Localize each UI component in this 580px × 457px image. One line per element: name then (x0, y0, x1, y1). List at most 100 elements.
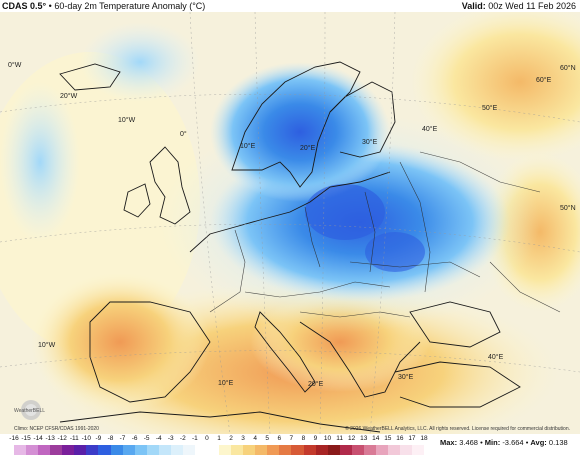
colorbar-tick-label: -1 (191, 435, 198, 442)
colorbar-swatch (339, 445, 352, 455)
colorbar-swatch (219, 445, 232, 455)
meridian-line (254, 12, 271, 434)
italy-coast (254, 311, 316, 393)
product-title: 60-day 2m Temperature Anomaly (°C) (54, 1, 206, 11)
colorbar-tick-label: -7 (119, 435, 126, 442)
logo-text: WeatherBELL (14, 408, 45, 414)
country-borders (209, 151, 561, 318)
colorbar-tick-label: 6 (277, 435, 282, 442)
graticule (0, 12, 580, 434)
colorbar-swatch (363, 445, 376, 455)
parallel-line (0, 223, 580, 253)
colorbar-tick-label: -10 (81, 435, 92, 442)
weatherbell-logo: WeatherBELL (14, 400, 45, 420)
iberia-coast (89, 301, 211, 403)
graticule-label: 10°E (240, 142, 256, 150)
meridian-line (369, 12, 396, 434)
graticule-label: 50°N (560, 204, 576, 212)
colorbar-tick-label: 11 (336, 435, 343, 442)
graticule-label: 40°E (488, 353, 504, 361)
graticule-label: 0°W (8, 61, 22, 69)
graticule-label: 60°N (560, 64, 576, 72)
colorbar-tick-label: -3 (167, 435, 174, 442)
colorbar-swatch (14, 445, 27, 455)
colorbar-swatch (243, 445, 256, 455)
colorbar-tick-label: -16 (9, 435, 19, 442)
graticule-label: 10°E (218, 379, 234, 387)
coastlines (59, 61, 521, 433)
colorbar-tick-label: 8 (301, 435, 306, 442)
colorbar-tick-label: 14 (372, 435, 380, 442)
avg-label: Avg: (530, 438, 547, 447)
map-title: CDAS 0.5° • 60-day 2m Temperature Anomal… (2, 0, 205, 12)
colorbar-swatch (170, 445, 183, 455)
map-header: CDAS 0.5° • 60-day 2m Temperature Anomal… (0, 0, 580, 12)
map-footer: Climo: NCEP CFSR/CDAS 1991-2020 © 2026 W… (0, 424, 580, 434)
colorbar-tick-label: 18 (420, 435, 428, 442)
colorbar-swatch (194, 445, 207, 455)
border-germany-poland (304, 206, 321, 268)
black-sea-coast (409, 301, 501, 348)
colorbar-swatch (412, 445, 425, 455)
meridian-line (319, 12, 326, 434)
colorbar-tick-label: -13 (45, 435, 55, 442)
graticule-label: 10°W (38, 341, 56, 349)
graticule-label: 20°E (308, 380, 324, 388)
valid-label: Valid: (461, 1, 486, 11)
colorbar-tick-label: 1 (217, 435, 221, 442)
graticule-label: 20°W (60, 92, 78, 100)
colorbar-swatch (279, 445, 292, 455)
graticule-label: 30°E (398, 373, 414, 381)
anomaly-map: 0°W 20°W 10°W 0° 10°E 20°E 30°E 40°E 50°… (0, 12, 580, 434)
colorbar-swatch (158, 445, 171, 455)
model-name: CDAS 0.5° (2, 1, 47, 11)
atlantic-west-cold-patch (0, 82, 80, 242)
border-baltic-russia (399, 161, 431, 293)
copyright-note: © 2026 WeatherBELL Analytics, LLC. All r… (345, 426, 570, 432)
colorbar-swatch (231, 445, 244, 455)
colorbar-swatch (255, 445, 268, 455)
colorbar-swatch (134, 445, 147, 455)
meridian-line (189, 12, 231, 434)
border-ukraine-belarus (349, 261, 481, 278)
colorbar-tick-label: -5 (143, 435, 150, 442)
colorbar-tick-label: -6 (131, 435, 138, 442)
colorbar-tick-label: -12 (57, 435, 67, 442)
finland-coast (329, 81, 396, 158)
colorbar-tick-label: -8 (107, 435, 114, 442)
parallel-line (0, 350, 580, 373)
colorbar-swatch (387, 445, 400, 455)
colorbar-tick-label: 5 (265, 435, 270, 442)
colorbar-swatch (38, 445, 51, 455)
colorbar-swatch (351, 445, 364, 455)
colorbar-swatch (267, 445, 280, 455)
colorbar-swatch (74, 445, 87, 455)
colorbar-tick-label: 16 (396, 435, 404, 442)
colorbar-swatch (400, 445, 413, 455)
max-label: Max: (440, 438, 458, 447)
valid-time: Valid: 00z Wed 11 Feb 2026 (462, 0, 576, 12)
graticule-label: 60°E (536, 76, 552, 84)
climo-note: Climo: NCEP CFSR/CDAS 1991-2020 (14, 426, 99, 432)
colorbar-swatch (315, 445, 328, 455)
valid-time-value: 00z Wed 11 Feb 2026 (488, 1, 576, 11)
border-russia-kazakh (489, 261, 561, 313)
stats-separator: • (525, 438, 529, 447)
colorbar-tick-label: -14 (33, 435, 43, 442)
avg-value: 0.138 (548, 438, 568, 447)
border-russia-north (419, 151, 541, 193)
colorbar (14, 445, 425, 455)
colorbar-tick-label: 7 (289, 435, 294, 442)
colorbar-tick-label: -9 (95, 435, 102, 442)
colorbar-swatch (291, 445, 304, 455)
max-value: 3.468 (459, 438, 478, 447)
parallel-line (0, 93, 580, 123)
graticule-label: 30°E (362, 138, 378, 146)
colorbar-tick-label: -4 (155, 435, 162, 442)
colorbar-tick-label: -2 (179, 435, 186, 442)
border-france-germany (209, 229, 246, 313)
colorbar-swatch (182, 445, 195, 455)
graticule-label: 0° (180, 130, 187, 138)
north-africa-coast (59, 411, 381, 433)
colorbar-tick-label: 0 (205, 435, 209, 442)
